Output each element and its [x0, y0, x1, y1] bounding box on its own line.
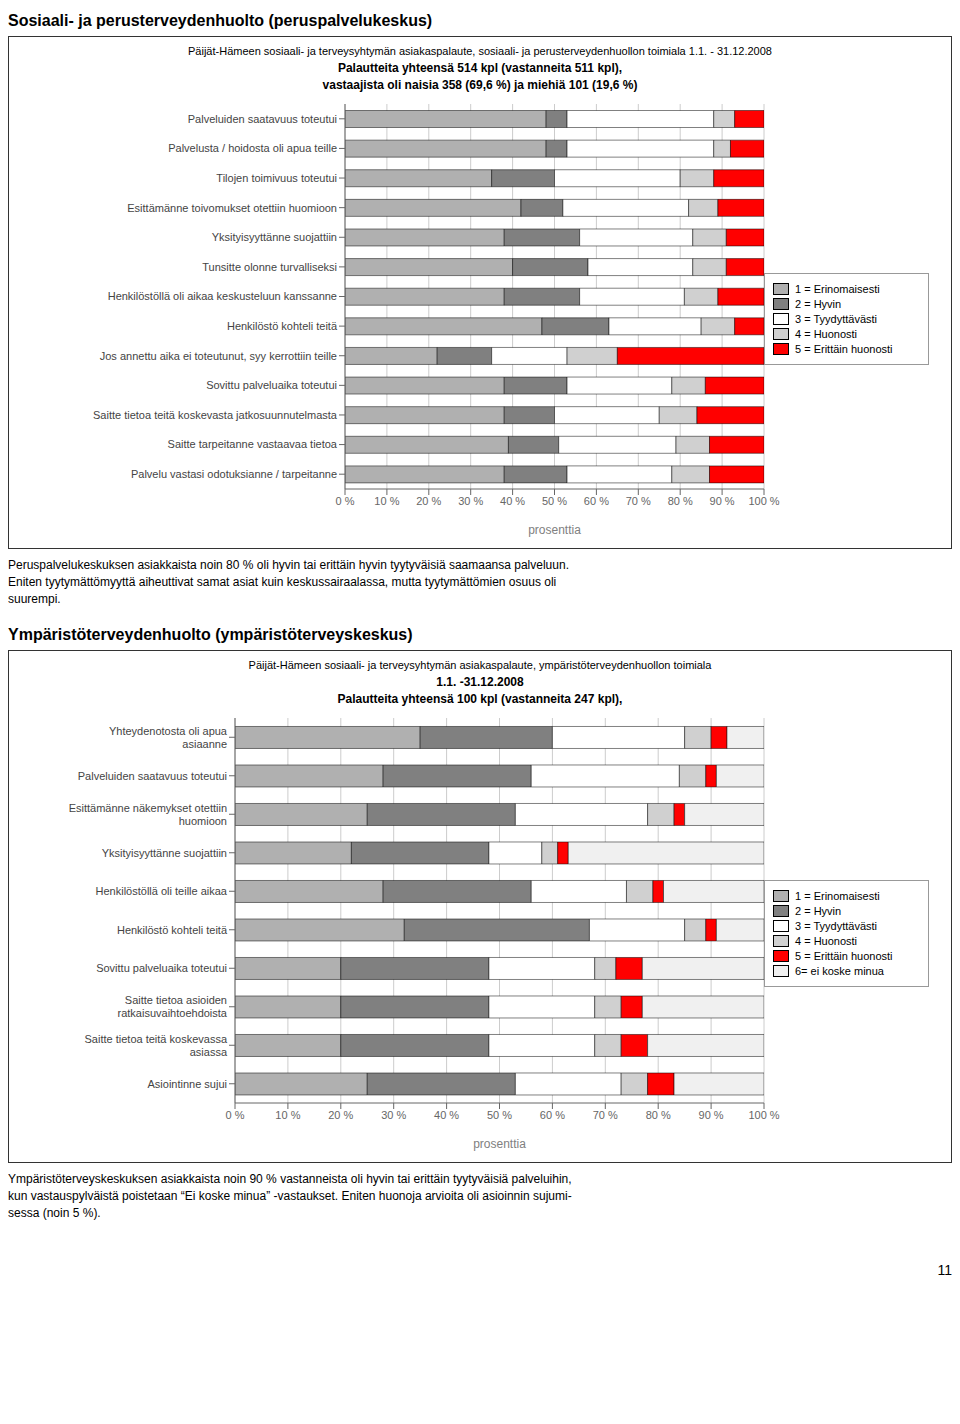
- html-text:11: 11: [937, 1262, 952, 1278]
- html-text:4 = Huonosti: 4 = Huonosti: [795, 328, 858, 340]
- svg-text:Esittämänne näkemykset otettii: Esittämänne näkemykset otettiinhuomioon: [69, 802, 227, 827]
- html-text:sessa (noin 5 %).: sessa (noin 5 %).: [8, 1206, 101, 1220]
- html-text:2 = Hyvin: 2 = Hyvin: [795, 298, 842, 310]
- svg-text:90 %: 90 %: [710, 495, 735, 507]
- svg-text:Palvelusta / hoidosta oli apua: Palvelusta / hoidosta oli apua teille: [168, 142, 337, 154]
- svg-text:Tilojen toimivuus toteutui: Tilojen toimivuus toteutui: [216, 172, 337, 184]
- html-text:Päijät-Hämeen sosiaali- ja ter: Päijät-Hämeen sosiaali- ja terveysyhtymä…: [248, 659, 712, 671]
- svg-text:20 %: 20 %: [416, 495, 441, 507]
- svg-text:Asiointinne sujui: Asiointinne sujui: [148, 1078, 228, 1090]
- html-text:5 = Erittäin huonosti: 5 = Erittäin huonosti: [795, 949, 893, 962]
- svg-text:10 %: 10 %: [275, 1109, 300, 1121]
- html-text:5 = Erittäin huonosti: 5 = Erittäin huonosti: [795, 343, 893, 355]
- html-text:Peruspalvelukeskuksen asiakkai: Peruspalvelukeskuksen asiakkaista noin 8…: [8, 558, 569, 572]
- svg-text:Esittämänne toivomukset otetti: Esittämänne toivomukset otettiin huomioo…: [127, 202, 337, 214]
- svg-text:Palveluiden saatavuus toteutui: Palveluiden saatavuus toteutui: [78, 770, 227, 782]
- svg-text:80 %: 80 %: [668, 495, 693, 507]
- svg-text:Saitte tarpeitanne vastaavaa t: Saitte tarpeitanne vastaavaa tietoa: [168, 438, 338, 450]
- html-text:1.1. -31.12.2008: 1.1. -31.12.2008: [436, 675, 524, 689]
- svg-text:Saitte tietoa asioidenratkaisu: Saitte tietoa asioidenratkaisuvaihtoehdo…: [118, 994, 228, 1019]
- svg-text:Henkilöstö kohteli teitä: Henkilöstö kohteli teitä: [117, 924, 228, 936]
- svg-text:Saitte tietoa teitä koskevasta: Saitte tietoa teitä koskevasta jatkosuun…: [93, 409, 338, 421]
- svg-text:100 %: 100 %: [748, 495, 779, 507]
- html-text:kun vastauspylväistä poistetaa: kun vastauspylväistä poistetaan “Ei kosk…: [8, 1189, 572, 1203]
- svg-text:Palveluiden saatavuus toteutui: Palveluiden saatavuus toteutui: [188, 113, 337, 125]
- svg-text:30 %: 30 %: [381, 1109, 406, 1121]
- svg-text:Yksityisyyttänne suojattiin: Yksityisyyttänne suojattiin: [102, 847, 227, 859]
- html-text:2 = Hyvin: 2 = Hyvin: [795, 904, 842, 917]
- svg-text:Saitte tietoa teitä koskevassa: Saitte tietoa teitä koskevassaasiassa: [85, 1033, 228, 1058]
- svg-text:60 %: 60 %: [584, 495, 609, 507]
- svg-text:40 %: 40 %: [434, 1109, 459, 1121]
- svg-text:Sovittu palveluaika toteutui: Sovittu palveluaika toteutui: [96, 962, 227, 974]
- svg-text:50 %: 50 %: [542, 495, 567, 507]
- svg-text:Sovittu palveluaika toteutui: Sovittu palveluaika toteutui: [206, 379, 337, 391]
- html-text:1 = Erinomaisesti: 1 = Erinomaisesti: [795, 283, 880, 295]
- html-text:Eniten tyytymättömyyttä aiheut: Eniten tyytymättömyyttä aiheuttivat sama…: [8, 575, 557, 589]
- html-text:4 = Huonosti: 4 = Huonosti: [795, 934, 858, 947]
- html-text:1 = Erinomaisesti: 1 = Erinomaisesti: [795, 889, 880, 902]
- html-text:Ympäristöterveyskeskuksen asia: Ympäristöterveyskeskuksen asiakkaista no…: [8, 1172, 572, 1186]
- svg-text:10 %: 10 %: [374, 495, 399, 507]
- html-text:Ympäristöterveydenhuolto (ympä: Ympäristöterveydenhuolto (ympäristöterve…: [8, 626, 413, 643]
- svg-text:Henkilöstöllä oli aikaa keskus: Henkilöstöllä oli aikaa keskusteluun kan…: [108, 290, 337, 302]
- svg-text:90 %: 90 %: [699, 1109, 724, 1121]
- html-text:6= ei koske minua: 6= ei koske minua: [795, 964, 884, 977]
- svg-text:Tunsitte olonne turvalliseksi: Tunsitte olonne turvalliseksi: [202, 261, 337, 273]
- svg-text:100 %: 100 %: [748, 1109, 779, 1121]
- html-text:Päijät-Hämeen sosiaali- ja ter: Päijät-Hämeen sosiaali- ja terveysyhtymä…: [188, 45, 772, 57]
- html-text:Palautteita yhteensä 514 kpl (: Palautteita yhteensä 514 kpl (vastanneit…: [337, 61, 623, 75]
- svg-text:Henkilöstö kohteli teitä: Henkilöstö kohteli teitä: [227, 320, 338, 332]
- svg-text:Jos annettu aika ei toteutunut: Jos annettu aika ei toteutunut, syy kerr…: [100, 350, 337, 362]
- svg-text:prosenttia: prosenttia: [528, 523, 581, 537]
- html-text:3 = Tyydyttävästi: 3 = Tyydyttävästi: [795, 919, 877, 932]
- svg-text:Palvelu vastasi odotuksianne /: Palvelu vastasi odotuksianne / tarpeitan…: [131, 468, 337, 480]
- svg-text:Henkilöstöllä oli teille aikaa: Henkilöstöllä oli teille aikaa: [96, 885, 228, 897]
- html-text:vastaajista oli naisia 358 (69: vastaajista oli naisia 358 (69,6 %) ja m…: [322, 78, 638, 92]
- html-text:suurempi.: suurempi.: [8, 592, 61, 606]
- svg-text:30 %: 30 %: [458, 495, 483, 507]
- html-text:Palautteita yhteensä 100 kpl (: Palautteita yhteensä 100 kpl (vastanneit…: [337, 692, 623, 706]
- svg-text:60 %: 60 %: [540, 1109, 565, 1121]
- svg-text:20 %: 20 %: [328, 1109, 353, 1121]
- svg-text:50 %: 50 %: [487, 1109, 512, 1121]
- svg-text:Yksityisyyttänne suojattiin: Yksityisyyttänne suojattiin: [212, 231, 337, 243]
- svg-text:40 %: 40 %: [500, 495, 525, 507]
- html-text:Sosiaali- ja perusterveydenhuo: Sosiaali- ja perusterveydenhuolto (perus…: [8, 12, 433, 29]
- svg-text:Yhteydenotosta oli apuaasiaann: Yhteydenotosta oli apuaasiaanne: [109, 725, 228, 750]
- svg-text:70 %: 70 %: [626, 495, 651, 507]
- svg-text:prosenttia: prosenttia: [473, 1137, 526, 1151]
- html-text:3 = Tyydyttävästi: 3 = Tyydyttävästi: [795, 313, 877, 325]
- svg-text:0 %: 0 %: [336, 495, 355, 507]
- svg-text:70 %: 70 %: [593, 1109, 618, 1121]
- svg-text:0 %: 0 %: [226, 1109, 245, 1121]
- svg-text:80 %: 80 %: [646, 1109, 671, 1121]
